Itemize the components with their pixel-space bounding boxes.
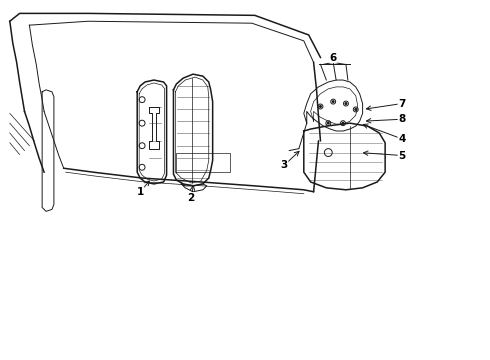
Text: 3: 3	[281, 160, 288, 170]
Text: 5: 5	[398, 150, 405, 161]
Circle shape	[327, 122, 329, 124]
Text: 7: 7	[398, 99, 406, 109]
Text: 4: 4	[398, 134, 406, 144]
Text: 8: 8	[398, 114, 405, 124]
Circle shape	[342, 122, 344, 124]
Text: 2: 2	[188, 193, 195, 203]
Text: 6: 6	[330, 53, 337, 63]
Circle shape	[345, 103, 347, 104]
Circle shape	[355, 109, 357, 110]
Circle shape	[319, 106, 321, 107]
Text: 1: 1	[137, 187, 144, 197]
Circle shape	[332, 101, 334, 102]
